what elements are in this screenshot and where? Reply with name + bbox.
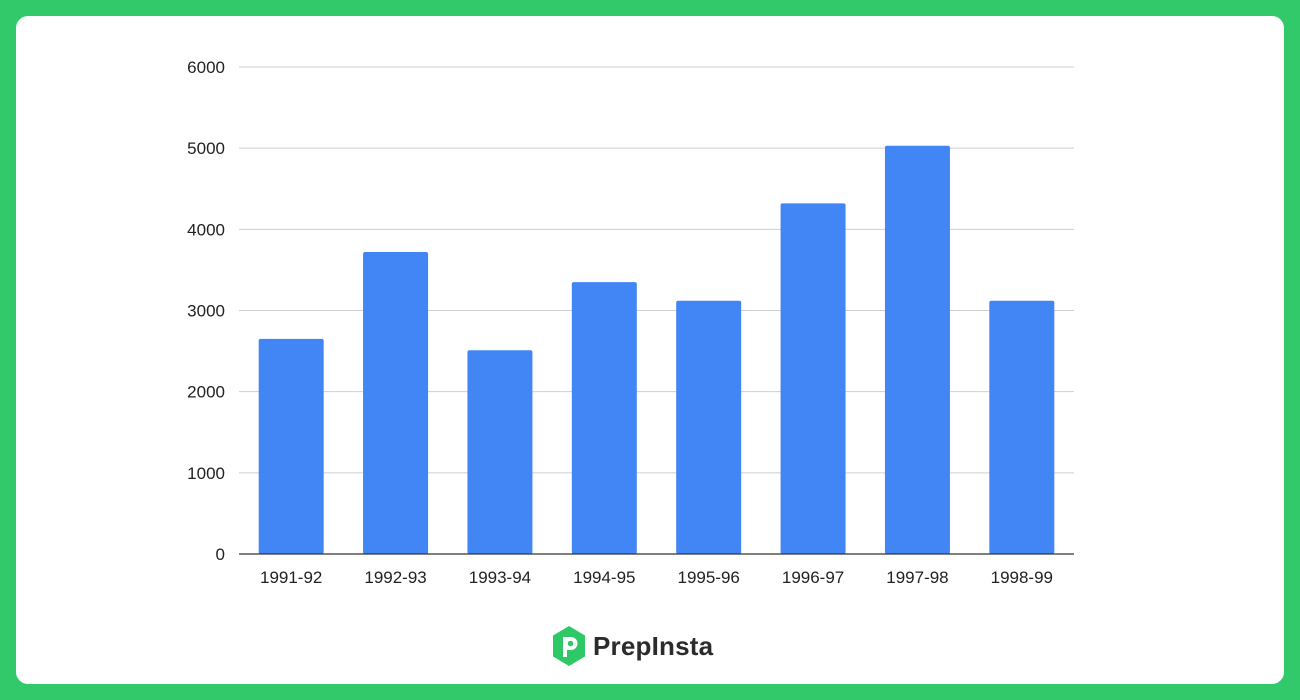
y-tick-label: 0 [216, 545, 225, 564]
y-axis-ticks: 0 1000 2000 3000 4000 5000 6000 [187, 58, 225, 564]
bars [258, 145, 1055, 555]
bar-1997-98 [884, 145, 950, 554]
x-tick-label: 1993-94 [469, 568, 531, 587]
bar-1991-92 [258, 338, 324, 554]
x-tick-label: 1997-98 [886, 568, 948, 587]
y-tick-label: 4000 [187, 220, 225, 239]
brand-logo: PrepInsta [551, 625, 713, 667]
y-tick-label: 1000 [187, 464, 225, 483]
x-tick-label: 1994-95 [573, 568, 635, 587]
bar-1994-95 [571, 282, 637, 554]
y-tick-label: 6000 [187, 58, 225, 77]
y-tick-label: 3000 [187, 302, 225, 321]
bar-1996-97 [780, 203, 846, 555]
prepinsta-logo-icon [553, 626, 585, 666]
x-tick-label: 1992-93 [364, 568, 426, 587]
bar-1992-93 [363, 252, 429, 554]
x-tick-label: 1995-96 [677, 568, 739, 587]
x-tick-label: 1996-97 [782, 568, 844, 587]
bar-1995-96 [676, 300, 742, 554]
x-tick-label: 1991-92 [260, 568, 322, 587]
x-tick-label: 1998-99 [991, 568, 1053, 587]
y-tick-label: 5000 [187, 139, 225, 158]
bar-1998-99 [989, 300, 1055, 554]
x-axis-ticks: 1991-92 1992-93 1993-94 1994-95 1995-96 1996-… [260, 568, 1053, 587]
chart-card: 0 1000 2000 3000 4000 5000 6000 1991-92 1992-93… [16, 16, 1284, 684]
bar-1993-94 [467, 350, 533, 554]
y-tick-label: 2000 [187, 383, 225, 402]
bar-chart: 0 1000 2000 3000 4000 5000 6000 1991-92 1992-93… [187, 58, 1074, 587]
brand-name: PrepInsta [593, 630, 714, 661]
